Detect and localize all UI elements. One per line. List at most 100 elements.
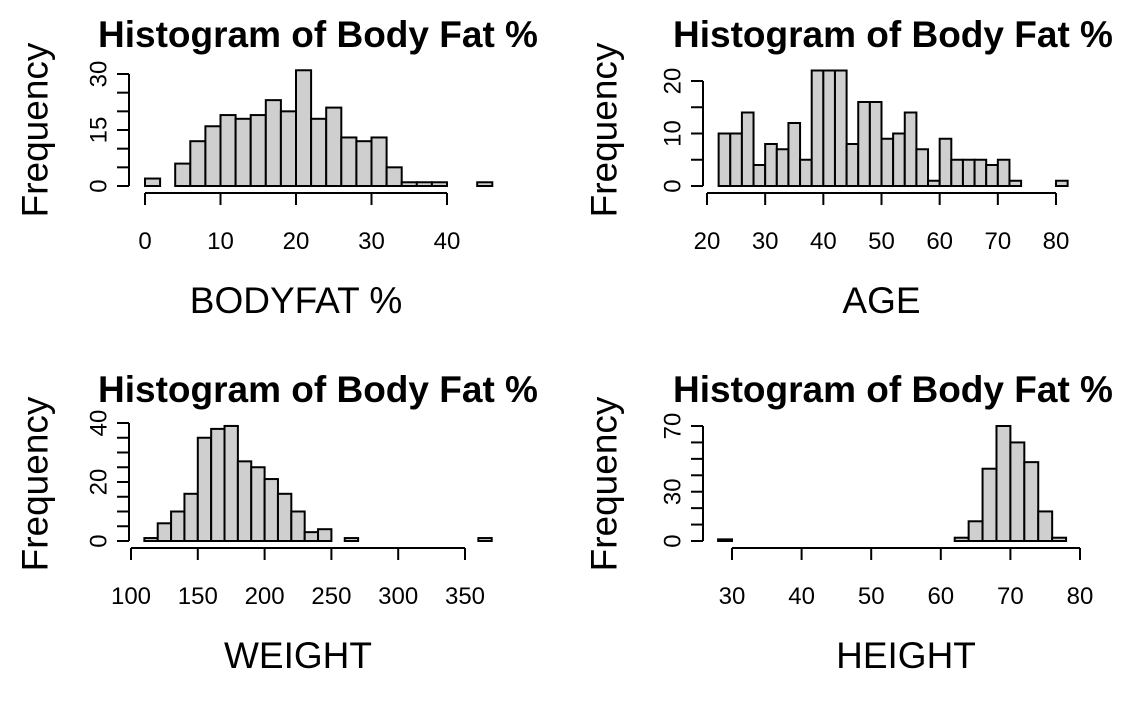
x-tick-label: 80 — [1043, 228, 1070, 255]
histogram-bar — [857, 101, 871, 187]
x-tick-label: 100 — [111, 583, 151, 610]
y-axis-label: Frequency — [584, 42, 625, 217]
x-tick-label: 200 — [245, 583, 285, 610]
y-tick-label: 0 — [86, 534, 113, 547]
histogram-bar — [740, 111, 755, 187]
histogram-bar — [156, 522, 173, 542]
x-axis-title: HEIGHT — [836, 635, 976, 676]
x-tick-label: 350 — [445, 583, 485, 610]
histogram-bar — [810, 69, 825, 187]
histogram-bar — [1009, 441, 1026, 542]
histogram-bar — [950, 158, 964, 187]
histogram-bar — [263, 478, 279, 542]
chart-title: Histogram of Body Fat % — [673, 369, 1113, 410]
histogram-bar — [1051, 536, 1068, 543]
histogram-bar — [210, 427, 226, 542]
histogram-bar — [415, 181, 433, 187]
x-axis-title: WEIGHT — [224, 635, 372, 676]
histogram-bar — [880, 137, 895, 187]
x-tick-label: 300 — [378, 583, 418, 610]
histogram-bar — [430, 181, 448, 187]
histogram-bar — [290, 510, 306, 542]
histogram-bar — [775, 148, 790, 187]
histogram-bar — [385, 166, 403, 187]
histogram-bar — [400, 181, 418, 187]
chart-title: Histogram of Body Fat % — [98, 369, 538, 410]
y-tick-label: 40 — [86, 410, 113, 437]
x-tick-label: 60 — [926, 228, 953, 255]
histogram-bar — [1055, 179, 1069, 187]
histogram-bar — [355, 140, 373, 187]
y-tick-label: 15 — [86, 117, 113, 144]
histogram-bar — [250, 466, 266, 542]
y-tick-label: 30 — [660, 478, 687, 505]
histogram-panel-4: Histogram of Body Fat % Frequency HEIGHT 30… — [584, 369, 1113, 676]
histogram-bar — [276, 492, 293, 542]
y-tick-label: 30 — [86, 61, 113, 88]
histogram-bar — [996, 158, 1011, 187]
y-axis-label: Frequency — [15, 396, 56, 571]
histogram-bar — [219, 114, 237, 187]
histogram-bar — [833, 69, 848, 187]
histogram-bar — [204, 125, 222, 188]
histogram-bar — [903, 111, 918, 187]
histogram-bar — [476, 181, 494, 187]
x-tick-label: 20 — [283, 228, 310, 255]
histogram-bar — [787, 122, 802, 187]
histogram-bar — [279, 110, 297, 187]
chart-title: Histogram of Body Fat % — [673, 14, 1113, 55]
histogram-bar — [295, 69, 313, 187]
chart-title: Histogram of Body Fat % — [98, 14, 538, 55]
histogram-bar — [170, 510, 186, 542]
y-tick-label: 20 — [86, 469, 113, 496]
histogram-bar — [892, 132, 906, 187]
x-tick-label: 40 — [434, 228, 461, 255]
histogram-bar — [717, 132, 732, 187]
x-tick-label: 50 — [858, 583, 885, 610]
x-axis-title: AGE — [842, 280, 920, 321]
y-tick-label: 70 — [660, 413, 687, 440]
histogram-bar — [961, 158, 976, 187]
histogram-bar — [236, 460, 253, 543]
x-axis-title: BODYFAT % — [190, 280, 402, 321]
histogram-bar — [325, 106, 343, 187]
histogram-bar — [764, 143, 778, 187]
x-tick-label: 30 — [752, 228, 779, 255]
x-tick-label: 70 — [984, 228, 1011, 255]
histogram-bar — [144, 177, 162, 188]
histogram-bar — [967, 520, 984, 542]
histogram-bar — [973, 158, 988, 187]
x-tick-label: 20 — [694, 228, 721, 255]
histogram-bar — [938, 137, 953, 187]
x-tick-label: 50 — [868, 228, 895, 255]
histogram-bar — [196, 436, 213, 542]
histogram-panel-2: Histogram of Body Fat % Frequency AGE 20 30 4… — [584, 14, 1113, 321]
x-tick-label: 70 — [997, 583, 1024, 610]
x-tick-label: 30 — [719, 583, 746, 610]
x-tick-label: 60 — [927, 583, 954, 610]
histogram-bar — [370, 136, 388, 187]
histogram-bar — [234, 117, 252, 187]
x-tick-label: 150 — [178, 583, 218, 610]
histogram-bar — [717, 538, 734, 542]
histogram-bar — [985, 164, 999, 187]
histogram-bar — [183, 492, 199, 542]
histogram-bar — [264, 99, 282, 187]
histogram-bar — [981, 467, 998, 543]
y-axis-label: Frequency — [15, 42, 56, 217]
x-tick-label: 80 — [1067, 583, 1094, 610]
histogram-bar — [340, 136, 358, 187]
histogram-bar — [752, 164, 767, 187]
y-tick-label: 0 — [86, 179, 113, 192]
histogram-bar — [310, 117, 328, 187]
histogram-bar — [343, 537, 360, 542]
histogram-bar — [1008, 179, 1023, 187]
histogram-bar — [953, 536, 970, 543]
histogram-bar — [143, 537, 159, 542]
histogram-bar — [1037, 510, 1054, 542]
histogram-bar — [223, 424, 239, 543]
histogram-bar — [729, 132, 743, 187]
histogram-bar — [927, 179, 941, 187]
histogram-bar — [303, 531, 320, 543]
